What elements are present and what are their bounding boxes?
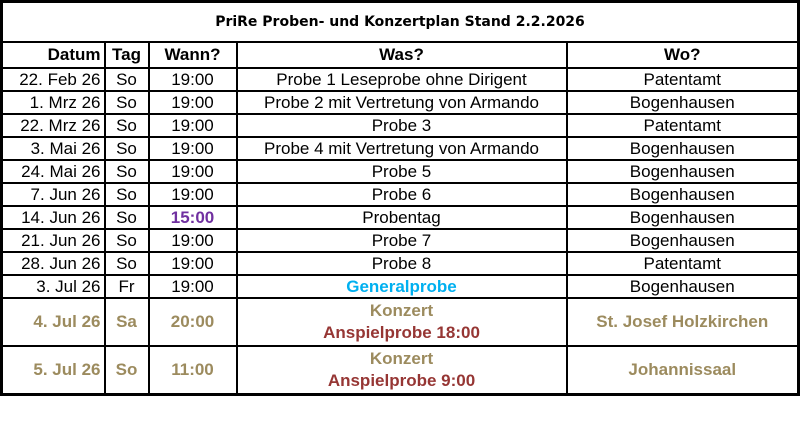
cell-datum: 3. Mai 26: [0, 136, 106, 161]
cell-wann: 15:00: [147, 205, 238, 230]
cell-was: Probe 6: [235, 182, 568, 207]
table-title: PriRe Proben- und Konzertplan Stand 2.2.…: [0, 0, 800, 43]
table-row: 22. Feb 26 So 19:00 Probe 1 Leseprobe ohne …: [0, 67, 800, 92]
header-row: Datum Tag Wann? Was? Wo?: [0, 41, 800, 69]
cell-wo: Bogenhausen: [565, 182, 800, 207]
cell-datum: 3. Jul 26: [0, 274, 106, 299]
cell-tag: So: [103, 67, 150, 92]
cell-datum: 22. Mrz 26: [0, 113, 106, 138]
cell-was: Konzert Anspielprobe 18:00: [235, 297, 568, 347]
table-row: 1. Mrz 26 So 19:00 Probe 2 mit Vertretung v…: [0, 90, 800, 115]
cell-datum: 5. Jul 26: [0, 345, 106, 396]
cell-datum: 7. Jun 26: [0, 182, 106, 207]
cell-tag: So: [103, 182, 150, 207]
cell-wo: St. Josef Holzkirchen: [565, 297, 800, 347]
cell-was: Generalprobe: [235, 274, 568, 299]
cell-was: Probentag: [235, 205, 568, 230]
cell-wann: 19:00: [147, 136, 238, 161]
cell-tag: So: [103, 136, 150, 161]
cell-wann: 19:00: [147, 228, 238, 253]
cell-datum: 21. Jun 26: [0, 228, 106, 253]
cell-datum: 14. Jun 26: [0, 205, 106, 230]
cell-was: Probe 4 mit Vertretung von Armando: [235, 136, 568, 161]
cell-was: Probe 5: [235, 159, 568, 184]
cell-wann: 11:00: [147, 345, 238, 396]
table-row: 28. Jun 26 So 19:00 Probe 8 Patentamt: [0, 251, 800, 276]
concert-row: 5. Jul 26 So 11:00 Konzert Anspielprobe 9…: [0, 345, 800, 396]
table-row: 14. Jun 26 So 15:00 Probentag Bogenhausen: [0, 205, 800, 230]
cell-wann: 19:00: [147, 251, 238, 276]
header-wann: Wann?: [147, 41, 238, 69]
cell-tag: So: [103, 113, 150, 138]
cell-datum: 28. Jun 26: [0, 251, 106, 276]
cell-was: Probe 8: [235, 251, 568, 276]
table-row: 7. Jun 26 So 19:00 Probe 6 Bogenhausen: [0, 182, 800, 207]
cell-datum: 24. Mai 26: [0, 159, 106, 184]
concert-row: 4. Jul 26 Sa 20:00 Konzert Anspielprobe 1…: [0, 297, 800, 347]
cell-tag: So: [103, 90, 150, 115]
cell-wo: Bogenhausen: [565, 205, 800, 230]
cell-tag: Sa: [103, 297, 150, 347]
concert-label: Konzert: [369, 349, 434, 368]
cell-wann: 19:00: [147, 182, 238, 207]
cell-tag: So: [103, 205, 150, 230]
cell-tag: So: [103, 345, 150, 396]
cell-wann: 20:00: [147, 297, 238, 347]
cell-wann: 19:00: [147, 274, 238, 299]
cell-wo: Johannissaal: [565, 345, 800, 396]
cell-wo: Patentamt: [565, 113, 800, 138]
cell-wo: Bogenhausen: [565, 274, 800, 299]
cell-was: Probe 7: [235, 228, 568, 253]
cell-was: Probe 3: [235, 113, 568, 138]
cell-wann: 19:00: [147, 90, 238, 115]
cell-wo: Bogenhausen: [565, 159, 800, 184]
anspielprobe-note: Anspielprobe 18:00: [323, 323, 480, 342]
cell-was: Probe 2 mit Vertretung von Armando: [235, 90, 568, 115]
cell-was: Probe 1 Leseprobe ohne Dirigent: [235, 67, 568, 92]
cell-tag: So: [103, 159, 150, 184]
cell-tag: Fr: [103, 274, 150, 299]
cell-wann: 19:00: [147, 113, 238, 138]
cell-tag: So: [103, 228, 150, 253]
cell-datum: 22. Feb 26: [0, 67, 106, 92]
cell-wo: Patentamt: [565, 251, 800, 276]
table-row: 22. Mrz 26 So 19:00 Probe 3 Patentamt: [0, 113, 800, 138]
table-row: 24. Mai 26 So 19:00 Probe 5 Bogenhausen: [0, 159, 800, 184]
cell-datum: 1. Mrz 26: [0, 90, 106, 115]
title-row: PriRe Proben- und Konzertplan Stand 2.2.…: [0, 0, 800, 43]
cell-wo: Bogenhausen: [565, 90, 800, 115]
table-row: 21. Jun 26 So 19:00 Probe 7 Bogenhausen: [0, 228, 800, 253]
cell-wo: Bogenhausen: [565, 228, 800, 253]
cell-was: Konzert Anspielprobe 9:00: [235, 345, 568, 396]
header-tag: Tag: [103, 41, 150, 69]
cell-wo: Patentamt: [565, 67, 800, 92]
header-wo: Wo?: [565, 41, 800, 69]
cell-wann: 19:00: [147, 159, 238, 184]
anspielprobe-note: Anspielprobe 9:00: [327, 371, 476, 390]
cell-wann: 19:00: [147, 67, 238, 92]
cell-tag: So: [103, 251, 150, 276]
cell-datum: 4. Jul 26: [0, 297, 106, 347]
header-was: Was?: [235, 41, 568, 69]
cell-wo: Bogenhausen: [565, 136, 800, 161]
table-row: 3. Mai 26 So 19:00 Probe 4 mit Vertretung v…: [0, 136, 800, 161]
schedule-table: PriRe Proben- und Konzertplan Stand 2.2.…: [0, 0, 800, 396]
concert-label: Konzert: [369, 301, 434, 320]
header-datum: Datum: [0, 41, 106, 69]
table-row: 3. Jul 26 Fr 19:00 Generalprobe Bogenhausen: [0, 274, 800, 299]
